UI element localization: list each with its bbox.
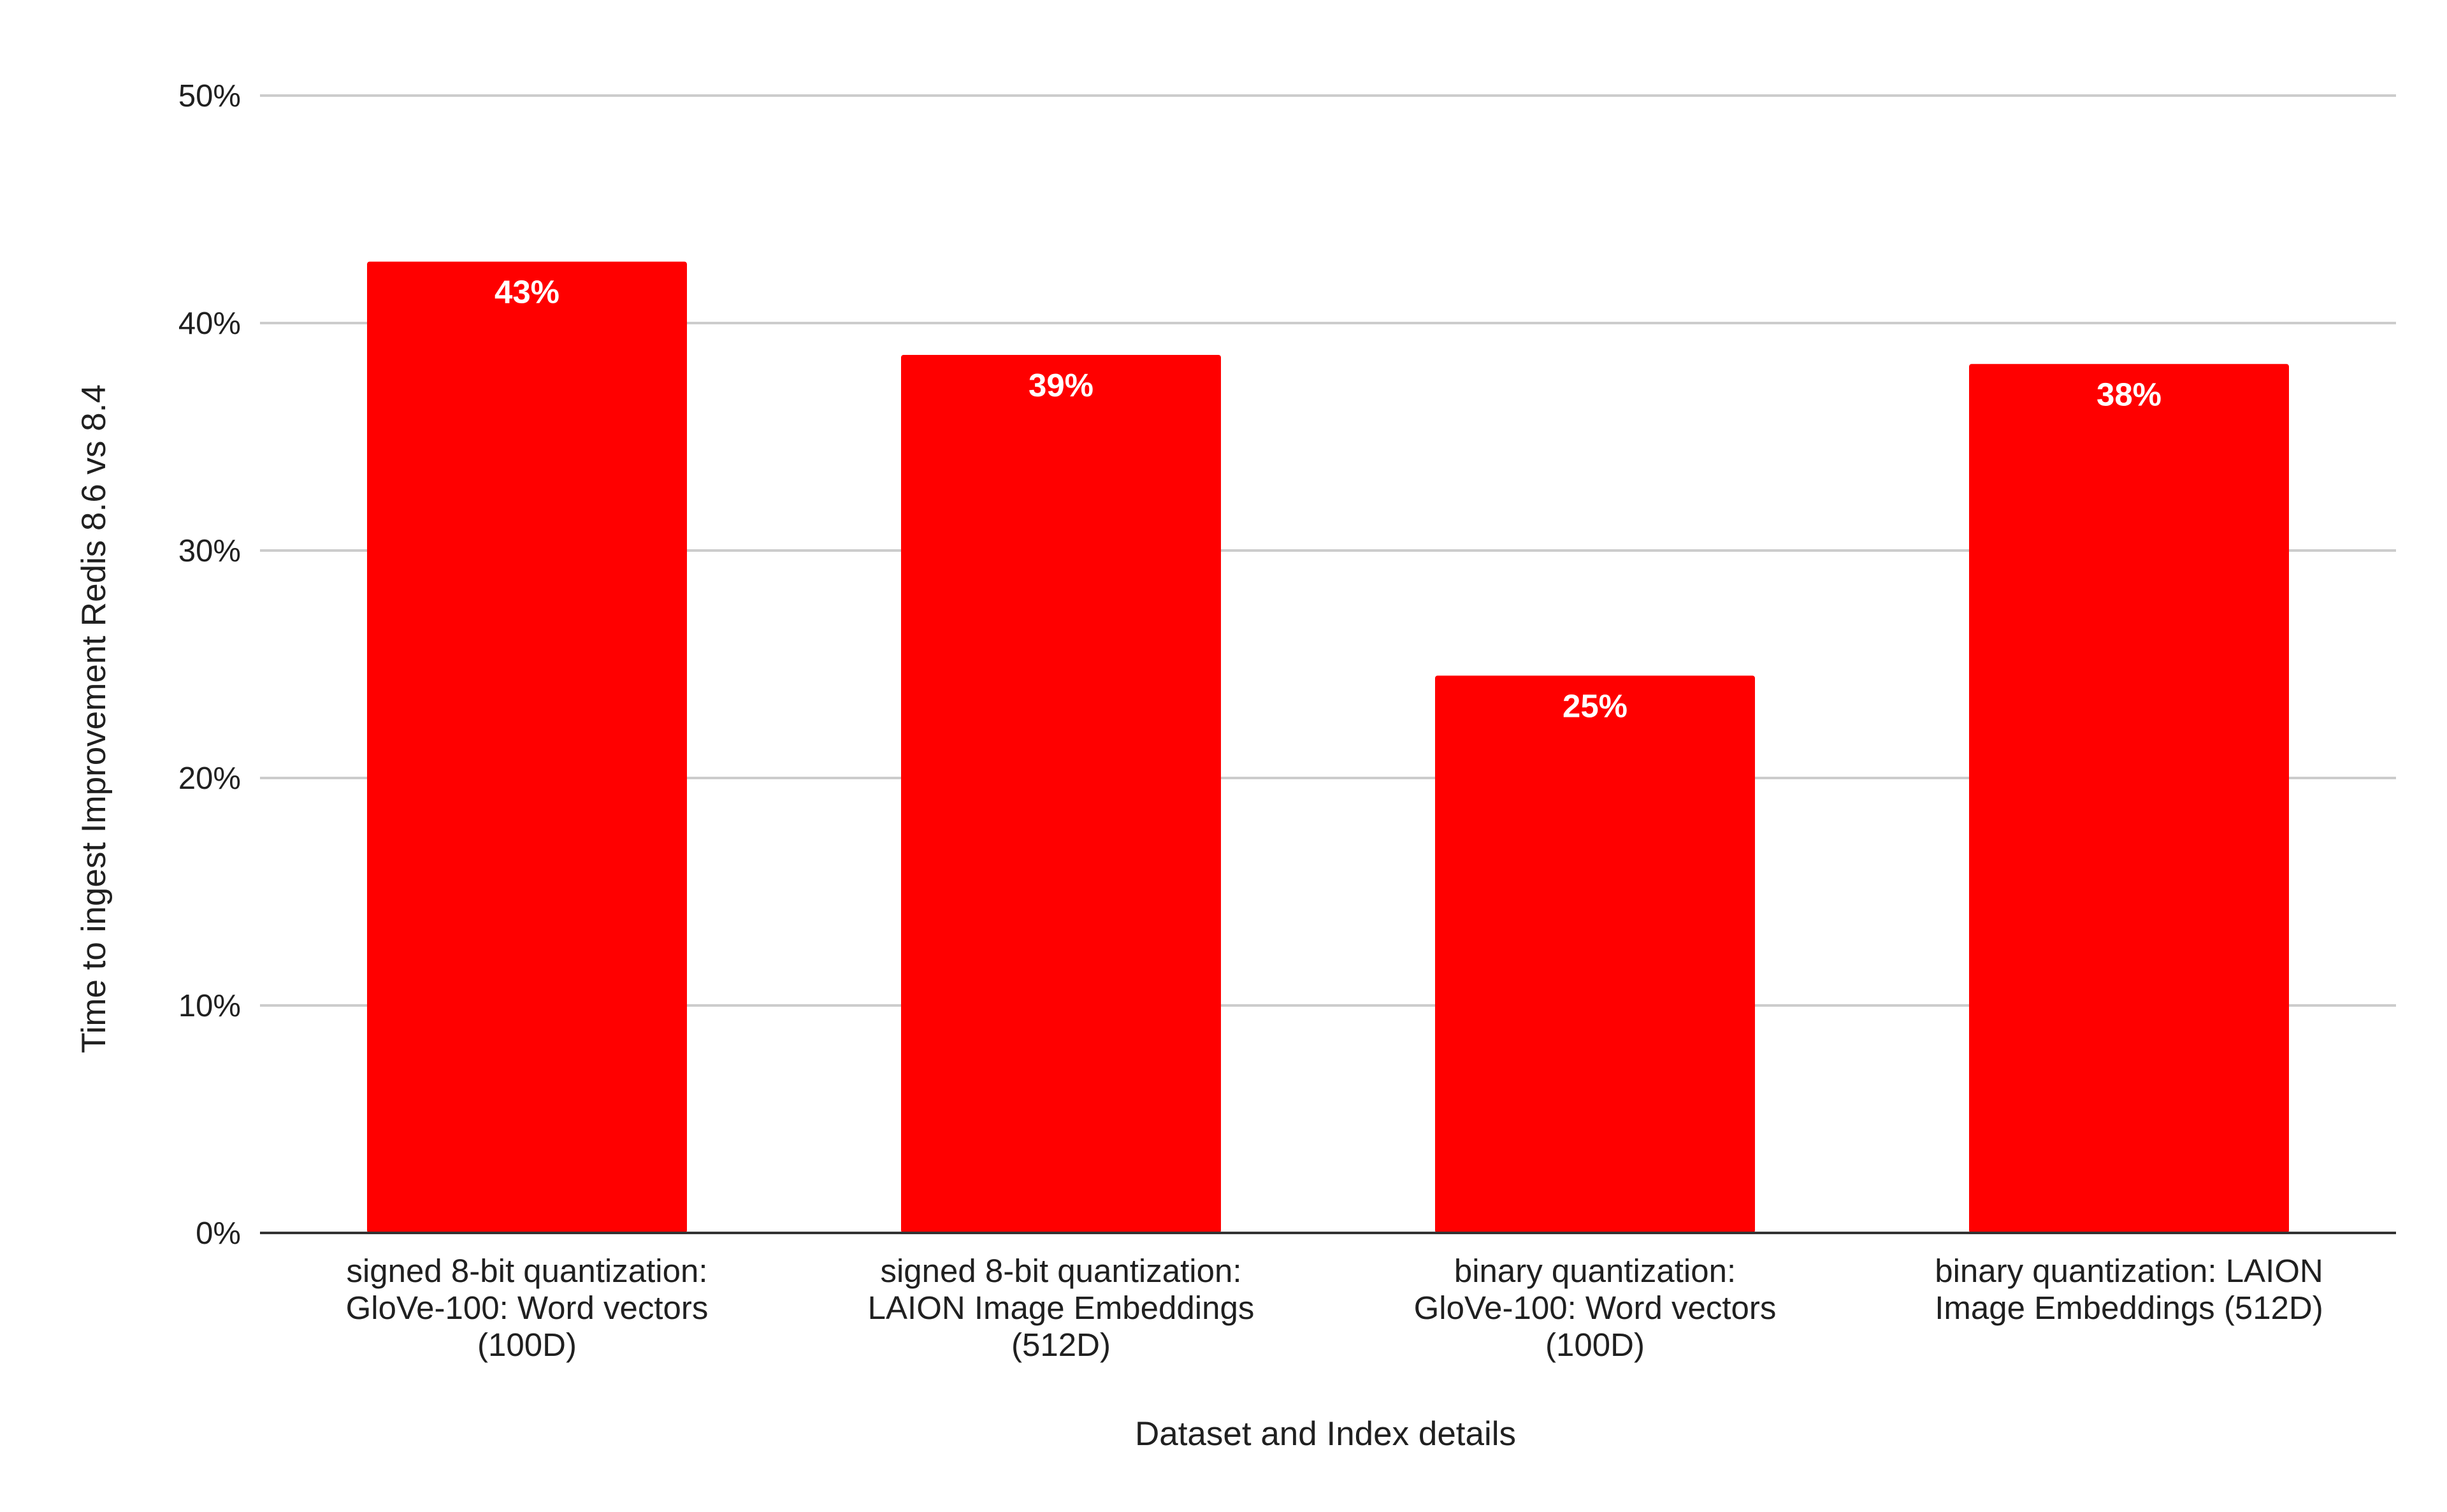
bar-data-label: 39% [1029, 367, 1094, 403]
x-category-label-line: (512D) [1011, 1327, 1111, 1363]
x-category-label-line: Image Embeddings (512D) [1935, 1290, 2323, 1326]
bar-data-label: 25% [1563, 688, 1628, 724]
bar [1969, 364, 2289, 1233]
x-category-labels: signed 8-bit quantization: GloVe-100: Wor… [346, 1253, 2323, 1363]
x-category-label: binary quantization: LAION Image Embeddin… [1935, 1253, 2323, 1326]
y-tick-labels: 0% 10% 20% 30% 40% 50% [178, 79, 241, 1251]
y-axis-title: Time to ingest Improvement Redis 8.6 vs … [75, 384, 113, 1053]
y-tick-label: 10% [178, 989, 241, 1023]
x-category-label-line: binary quantization: LAION [1935, 1253, 2323, 1289]
bars: 43% 39% 25% 38% [367, 261, 2289, 1233]
x-category-label: signed 8-bit quantization: LAION Image Em… [868, 1253, 1255, 1363]
bar [901, 354, 1221, 1233]
x-category-label-line: binary quantization: [1454, 1253, 1736, 1289]
x-category-label-line: signed 8-bit quantization: [346, 1253, 707, 1289]
y-tick-label: 30% [178, 534, 241, 568]
x-category-label: binary quantization: GloVe-100: Word vect… [1414, 1253, 1777, 1363]
x-category-label-line: LAION Image Embeddings [868, 1290, 1255, 1326]
x-category-label-line: GloVe-100: Word vectors [1414, 1290, 1777, 1326]
y-tick-label: 0% [196, 1216, 241, 1251]
y-tick-label: 40% [178, 306, 241, 341]
x-category-label: signed 8-bit quantization: GloVe-100: Wor… [346, 1253, 709, 1363]
x-axis-title: Dataset and Index details [1135, 1415, 1516, 1453]
bar-data-label: 38% [2097, 376, 2162, 412]
bar [367, 261, 687, 1233]
x-category-label-line: (100D) [1545, 1327, 1645, 1363]
bar [1435, 675, 1755, 1233]
x-category-label-line: signed 8-bit quantization: [880, 1253, 1241, 1289]
x-category-label-line: GloVe-100: Word vectors [346, 1290, 709, 1326]
x-category-label-line: (100D) [477, 1327, 577, 1363]
bar-data-label: 43% [494, 274, 559, 310]
y-tick-label: 20% [178, 761, 241, 796]
y-tick-label: 50% [178, 79, 241, 113]
